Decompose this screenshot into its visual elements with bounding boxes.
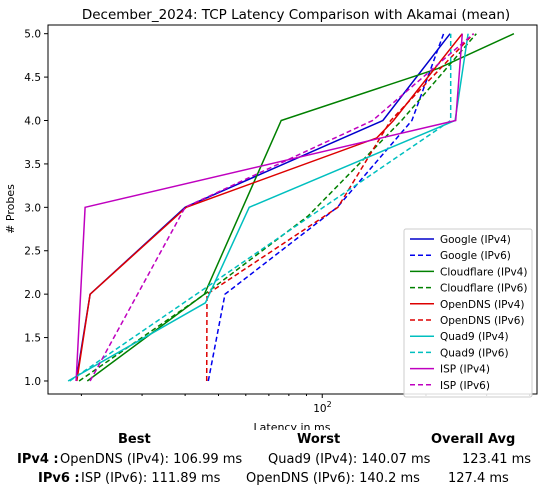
summary-ipv4-worst: Quad9 (IPv4): 140.07 ms [268, 452, 431, 467]
summary-header-worst: Worst [297, 432, 341, 447]
legend-label: Cloudflare (IPv4) [440, 266, 527, 278]
x-axis: 102 [80, 394, 531, 415]
legend-label: Cloudflare (IPv6) [440, 283, 527, 295]
plot-frame [47, 24, 538, 395]
series-line-quad9-ipv6 [69, 33, 452, 382]
series-line-opendns-ipv4 [76, 33, 463, 382]
series-line-cloudflare-ipv6 [78, 33, 477, 382]
series-line-google-ipv4 [75, 33, 451, 382]
legend-label: Google (IPv4) [440, 234, 511, 246]
summary-ipv4-avg: 123.41 ms [462, 452, 532, 467]
summary-ipv6-best: ISP (IPv6): 111.89 ms [81, 471, 221, 486]
legend-label: Quad9 (IPv4) [440, 331, 509, 343]
x-tick-label: 102 [313, 400, 331, 415]
legend-label: Google (IPv6) [440, 250, 511, 262]
summary-header-best: Best [118, 432, 151, 447]
y-tick-label: 5.0 [24, 29, 41, 41]
series-line-isp-ipv4 [75, 33, 464, 382]
y-axis-label: # Probes [4, 184, 17, 234]
series-line-opendns-ipv6 [205, 33, 475, 382]
chart-title: December_2024: TCP Latency Comparison wi… [82, 7, 510, 23]
legend-label: OpenDNS (IPv6) [440, 315, 525, 327]
y-tick-label: 3.5 [24, 159, 41, 171]
series-line-google-ipv6 [207, 33, 445, 382]
y-tick-label: 1.0 [24, 376, 41, 388]
y-tick-label: 4.0 [24, 116, 41, 128]
summary-ipv4-best: OpenDNS (IPv4): 106.99 ms [60, 452, 243, 467]
series-line-cloudflare-ipv4 [86, 33, 515, 382]
legend-box [403, 228, 533, 398]
y-tick-label: 3.0 [24, 202, 41, 214]
y-tick-label: 4.5 [24, 72, 41, 84]
summary-ipv6-avg: 127.4 ms [448, 471, 509, 486]
legend-label: OpenDNS (IPv4) [440, 299, 525, 311]
summary-ipv6-worst: OpenDNS (IPv6): 140.2 ms [246, 471, 420, 486]
legend: Google (IPv4) Google (IPv6) Cloudflare (IP… [403, 228, 533, 398]
series-group [67, 33, 515, 382]
latency-chart: December_2024: TCP Latency Comparison wi… [4, 7, 538, 430]
y-axis: 1.0 1.5 2.0 2.5 3.0 3.5 4.0 4.5 5.0 [24, 29, 48, 388]
x-axis-label: Latency in ms [254, 421, 331, 430]
summary-row-label-ipv4: IPv4 : [17, 452, 59, 467]
summary-row-label-ipv6: IPv6 : [38, 471, 80, 486]
y-tick-label: 2.0 [24, 289, 41, 301]
legend-label: ISP (IPv4) [440, 364, 490, 376]
summary-header-avg: Overall Avg [431, 432, 516, 447]
series-line-quad9-ipv4 [67, 33, 469, 382]
series-line-isp-ipv6 [89, 33, 475, 382]
y-tick-label: 2.5 [24, 246, 41, 258]
y-tick-label: 1.5 [24, 333, 41, 345]
legend-label: ISP (IPv6) [440, 380, 490, 392]
legend-label: Quad9 (IPv6) [440, 347, 509, 359]
